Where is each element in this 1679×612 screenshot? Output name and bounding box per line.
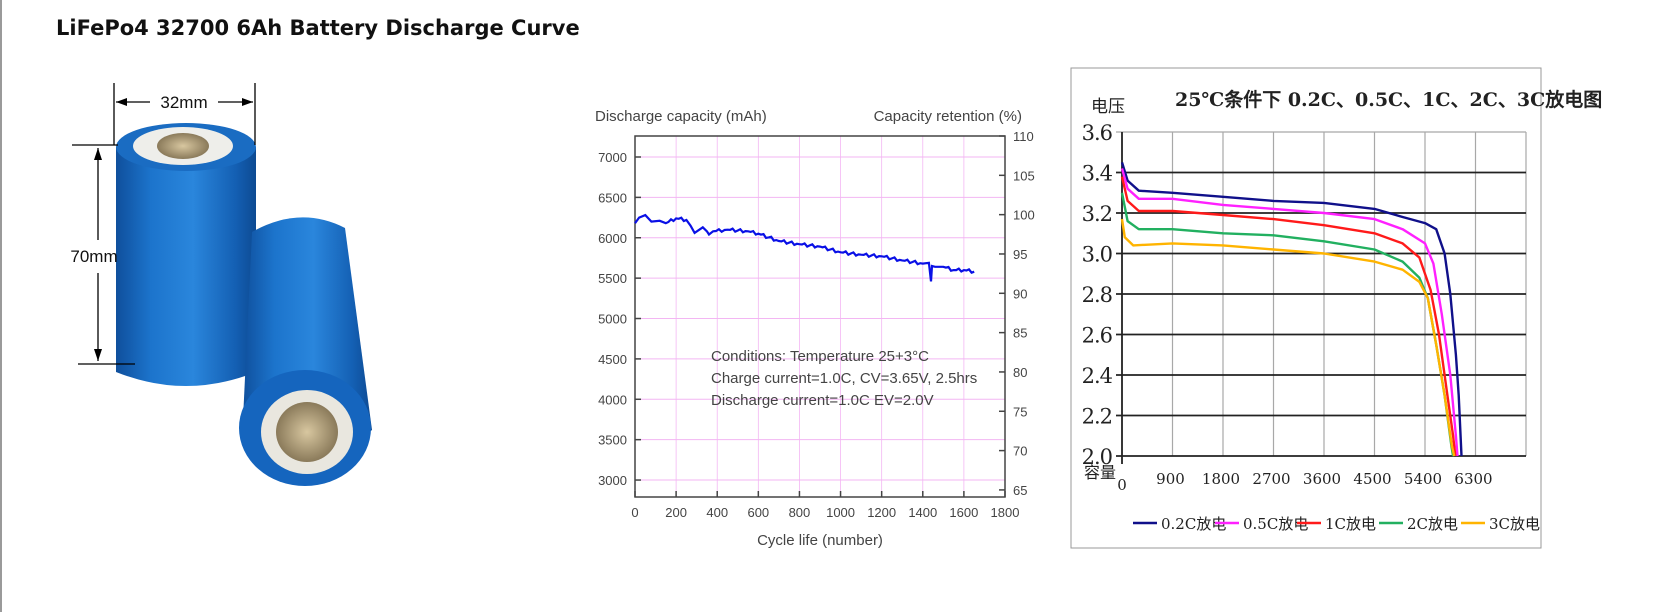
- cycle-chart-x-tick-label: 1000: [826, 505, 855, 520]
- rate-chart-series-0.5C放电: [1120, 168, 1459, 457]
- rate-chart-y-tick-label: 3.2: [1082, 202, 1112, 226]
- rate-chart-title: 25℃条件下 0.2C、0.5C、1C、2C、3C放电图: [1175, 88, 1602, 111]
- cycle-chart-x-tick-label: 400: [706, 505, 728, 520]
- cycle-chart-y-right-tick-label: 85: [1013, 326, 1027, 341]
- cycle-chart-y-right-tick-label: 65: [1013, 483, 1027, 498]
- cycle-chart-x-tick-label: 200: [665, 505, 687, 520]
- rate-chart-legend-label: 3C放电: [1489, 515, 1540, 533]
- cycle-chart-y-right-tick-label: 95: [1013, 247, 1027, 262]
- rate-chart-series-3C放电: [1120, 218, 1456, 457]
- rate-chart-y-tick-label: 3.6: [1082, 121, 1113, 145]
- cycle-chart-y-tick-label: 4000: [598, 392, 627, 407]
- rate-chart-y-tick-label: 2.0: [1082, 445, 1112, 469]
- rate-chart-x-tick-label: 2700: [1252, 470, 1290, 488]
- rate-chart-legend-label: 0.2C放电: [1161, 515, 1226, 533]
- rate-chart-x-tick-label: 4500: [1353, 470, 1391, 488]
- rate-chart-series-1C放电: [1120, 176, 1457, 457]
- cycle-chart-y-tick-label: 3000: [598, 473, 627, 488]
- cycle-chart-y-tick-label: 6500: [598, 190, 627, 205]
- cycle-chart-y-right-tick-label: 70: [1013, 444, 1027, 459]
- rate-chart-legend-label: 1C放电: [1325, 515, 1376, 533]
- rate-chart-x-tick-label: 0: [1117, 476, 1127, 494]
- cycle-chart-y-right-tick-label: 105: [1013, 168, 1035, 183]
- battery-standing: [116, 123, 256, 386]
- rate-chart-y-label: 电压: [1091, 97, 1125, 117]
- cycle-chart-y-right-tick-label: 90: [1013, 286, 1027, 301]
- cycle-chart-x-tick-label: 600: [747, 505, 769, 520]
- rate-chart-x-tick-label: 1800: [1202, 470, 1240, 488]
- cycle-chart-y-tick-label: 7000: [598, 150, 627, 165]
- cycle-chart-x-label: Cycle life (number): [757, 532, 883, 549]
- rate-chart-x-tick-label: 6300: [1454, 470, 1492, 488]
- height-dimension-label: 70mm: [70, 247, 117, 266]
- cycle-chart-x-tick-label: 1800: [991, 505, 1020, 520]
- rate-chart-legend-label: 0.5C放电: [1243, 515, 1308, 533]
- cycle-chart-y-tick-label: 5500: [598, 271, 627, 286]
- rate-chart-y-tick-label: 2.2: [1082, 405, 1112, 429]
- rate-chart-x-tick-label: 900: [1156, 470, 1185, 488]
- rate-chart-y-tick-label: 2.4: [1082, 364, 1113, 388]
- cycle-chart-capacity-line: [634, 213, 975, 282]
- cycle-chart-y-right-tick-label: 100: [1013, 208, 1035, 223]
- cycle-chart-y-right-tick-label: 110: [1013, 129, 1034, 144]
- dimension-lines: [72, 83, 256, 365]
- rate-chart-x-tick-label: 3600: [1303, 470, 1341, 488]
- cycle-chart-y-label: Discharge capacity (mAh): [595, 108, 767, 125]
- rate-chart-x-label: 容量: [1084, 463, 1116, 482]
- cycle-chart-x-tick-label: 0: [631, 505, 638, 520]
- cycle-chart-grid: [635, 136, 1005, 497]
- cycle-chart-frame: [634, 135, 1006, 498]
- cycle-chart-annotation-2: Charge current=1.0C, CV=3.65V, 2.5hrs: [711, 370, 977, 387]
- rate-chart-series-0.2C放电: [1120, 162, 1463, 457]
- cycle-chart-x-tick-label: 800: [789, 505, 811, 520]
- cycle-chart-annotation-1: Conditions: Temperature 25+3°C: [711, 348, 929, 365]
- cycle-chart-x-tick-label: 1600: [949, 505, 978, 520]
- rate-chart-y-tick-label: 3.0: [1082, 243, 1112, 267]
- rate-chart-frame: [1070, 67, 1542, 549]
- rate-chart-y-tick-label: 3.4: [1082, 162, 1113, 186]
- cycle-chart-y-tick-label: 3500: [598, 433, 627, 448]
- rate-chart-y-tick-label: 2.8: [1082, 283, 1112, 307]
- rate-chart-x-tick-label: 5400: [1404, 470, 1442, 488]
- width-dimension-label: 32mm: [160, 93, 207, 112]
- battery-tilted: [239, 217, 372, 486]
- cycle-chart-y-right-tick-label: 80: [1013, 365, 1027, 380]
- rate-chart-y-tick-label: 2.6: [1082, 324, 1113, 348]
- rate-chart-series-2C放电: [1120, 192, 1455, 457]
- cycle-chart-y-right-label: Capacity retention (%): [874, 108, 1022, 125]
- cycle-chart-x-tick-label: 1200: [867, 505, 896, 520]
- page-left-border: [0, 0, 2, 612]
- rate-chart-legend-label: 2C放电: [1407, 515, 1458, 533]
- cycle-chart-annotation-3: Discharge current=1.0C EV=2.0V: [711, 392, 934, 409]
- cycle-chart-y-tick-label: 4500: [598, 352, 627, 367]
- cycle-chart-y-right-tick-label: 75: [1013, 404, 1027, 419]
- cycle-chart-y-tick-label: 6000: [598, 231, 627, 246]
- page-title: LiFePo4 32700 6Ah Battery Discharge Curv…: [56, 16, 580, 40]
- battery-product-image: 32mm 70mm: [70, 83, 372, 486]
- cycle-chart-x-tick-label: 1400: [908, 505, 937, 520]
- cycle-chart-y-tick-label: 5000: [598, 312, 627, 327]
